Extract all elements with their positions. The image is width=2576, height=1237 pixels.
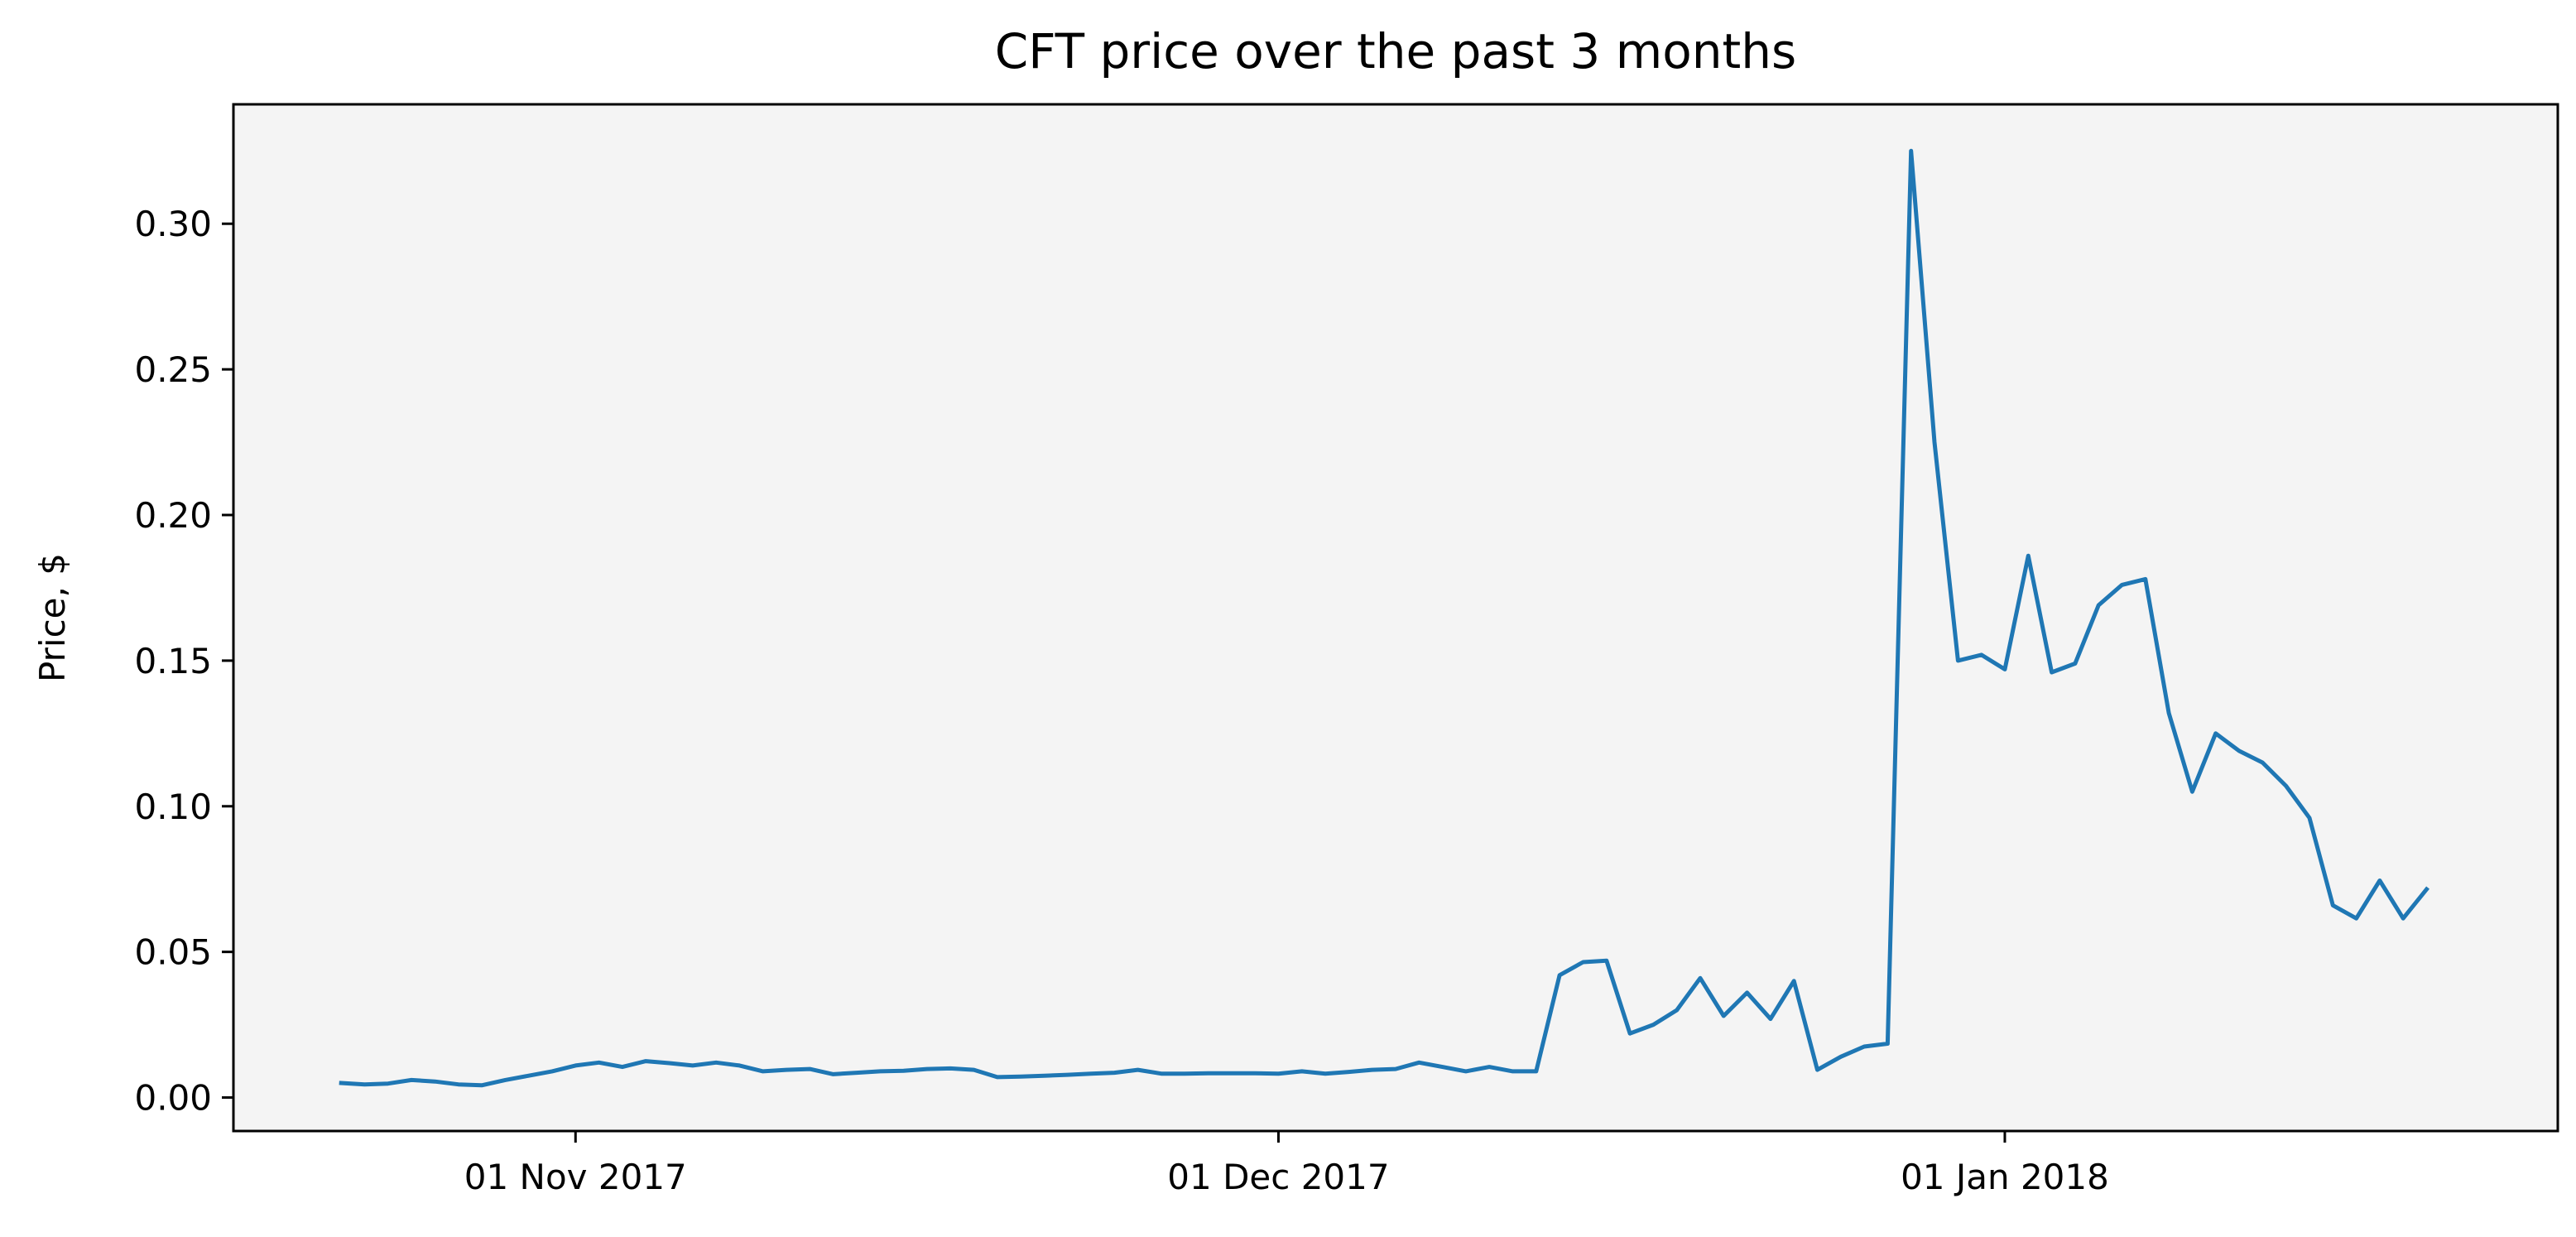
x-tick-label: 01 Dec 2017 [1167,1157,1389,1197]
y-tick-label: 0.30 [134,204,212,244]
y-tick-label: 0.25 [134,349,212,390]
axes-frame [232,103,2559,1133]
x-tick-label: 01 Jan 2018 [1901,1157,2109,1197]
y-axis-label: Price, $ [32,553,73,682]
plot-area [233,104,2558,1131]
x-tick-label: 01 Nov 2017 [464,1157,687,1197]
y-tick-label: 0.10 [134,787,212,827]
y-tick-label: 0.15 [134,641,212,681]
y-tick-label: 0.00 [134,1078,212,1119]
x-axis-ticks: 01 Nov 2017 01 Dec 2017 01 Jan 2018 [464,1131,2109,1197]
y-tick-label: 0.05 [134,932,212,973]
chart-title: CFT price over the past 3 months [995,23,1796,79]
cft-price-line [339,148,2430,1088]
y-tick-label: 0.20 [134,495,212,536]
y-axis-ticks: 0.00 0.05 0.10 0.15 0.20 0.25 0.30 [134,204,233,1119]
